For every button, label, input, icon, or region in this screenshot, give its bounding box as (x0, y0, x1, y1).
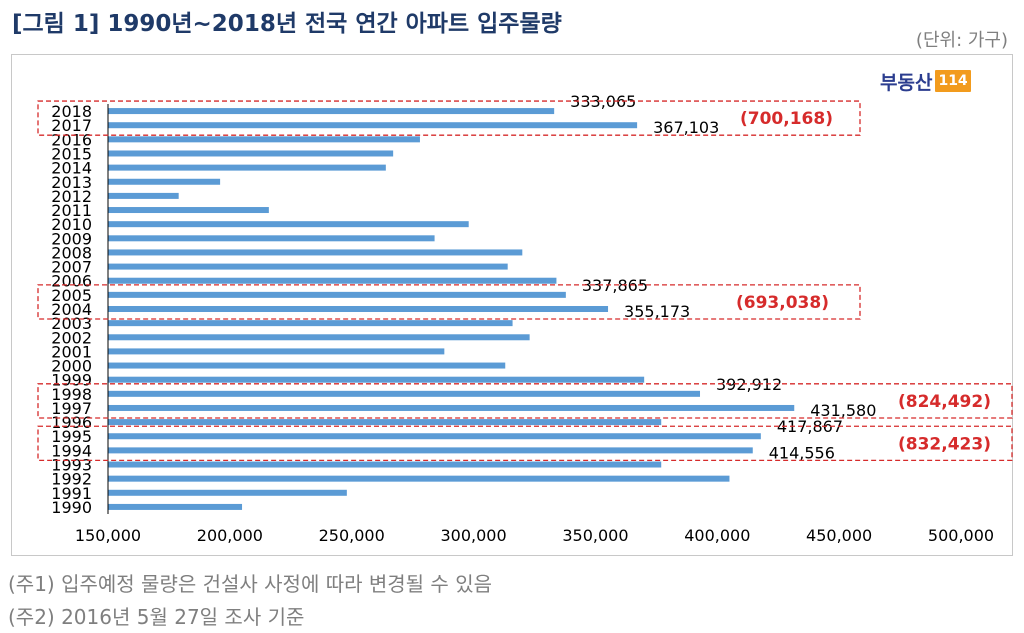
y-tick-label-1997: 1997 (51, 399, 92, 418)
y-tick-label-2010: 2010 (51, 215, 92, 234)
bar-1998 (108, 390, 701, 397)
data-label-2004: 355,173 (624, 302, 690, 321)
bar-2018 (108, 108, 555, 115)
chart-title: [그림 1] 1990년~2018년 전국 연간 아파트 입주물량 (12, 11, 562, 37)
y-tick-label-1999: 1999 (51, 371, 92, 390)
y-tick-label-2011: 2011 (51, 201, 92, 220)
y-tick-label-1998: 1998 (51, 385, 92, 404)
y-tick-label-2008: 2008 (51, 243, 92, 262)
y-tick-label-2002: 2002 (51, 328, 92, 347)
y-tick-label-2004: 2004 (51, 300, 92, 319)
bar-2001 (108, 348, 445, 355)
bar-1997 (108, 404, 795, 411)
group-box-2018-2017 (37, 100, 861, 136)
bar-2009 (108, 235, 435, 242)
bar-2011 (108, 207, 269, 214)
y-tick-label-2007: 2007 (51, 258, 92, 277)
bar-2006 (108, 277, 557, 284)
y-tick-label-1994: 1994 (51, 441, 92, 460)
chart-frame (11, 54, 1013, 556)
bar-2012 (108, 192, 179, 199)
bar-2002 (108, 334, 530, 341)
x-tick-label-250000: 250,000 (319, 526, 385, 545)
bar-2005 (108, 291, 566, 298)
bar-2015 (108, 150, 394, 157)
footnote-2: (주2) 2016년 5월 27일 조사 기준 (8, 605, 305, 629)
x-tick-label-450000: 450,000 (806, 526, 872, 545)
x-tick-label-500000: 500,000 (928, 526, 994, 545)
footnote-1: (주1) 입주예정 물량은 건설사 사정에 따라 변경될 수 있음 (8, 572, 492, 596)
y-tick-label-1995: 1995 (51, 427, 92, 446)
bar-1996 (108, 419, 662, 426)
bar-2003 (108, 320, 513, 327)
y-tick-label-2009: 2009 (51, 229, 92, 248)
bar-1992 (108, 475, 730, 482)
y-tick-label-2001: 2001 (51, 342, 92, 361)
group-sum-2005-2004: (693,038) (736, 293, 829, 313)
logo-text: 부동산 (880, 71, 933, 94)
bar-2007 (108, 263, 508, 270)
data-label-1997: 431,580 (810, 401, 876, 420)
bar-1990 (108, 503, 243, 510)
group-box-2005-2004 (37, 284, 861, 320)
y-tick-label-2018: 2018 (51, 102, 92, 121)
group-sum-2018-2017: (700,168) (740, 109, 833, 129)
group-sum-1995-1994: (832,423) (898, 434, 991, 454)
bar-2008 (108, 249, 523, 256)
data-label-1994: 414,556 (769, 443, 835, 462)
logo-badge: 114 (935, 70, 971, 92)
group-sum-1998-1997: (824,492) (898, 392, 991, 412)
x-tick-label-150000: 150,000 (75, 526, 141, 545)
bar-2016 (108, 136, 420, 143)
data-label-1998: 392,912 (716, 375, 782, 394)
x-tick-label-200000: 200,000 (197, 526, 263, 545)
y-tick-label-2017: 2017 (51, 116, 92, 135)
x-tick-label-350000: 350,000 (562, 526, 628, 545)
bar-2010 (108, 221, 469, 228)
unit-label: (단위: 가구) (915, 30, 1008, 51)
y-tick-label-2000: 2000 (51, 357, 92, 376)
y-tick-label-1991: 1991 (51, 484, 92, 503)
logo: 부동산 114 (880, 68, 971, 94)
y-tick-label-2006: 2006 (51, 272, 92, 291)
group-box-1995-1994 (37, 425, 1013, 462)
bar-1994 (108, 447, 753, 454)
x-tick-label-400000: 400,000 (684, 526, 750, 545)
y-tick-label-2013: 2013 (51, 173, 92, 192)
y-tick-label-2012: 2012 (51, 187, 92, 206)
bar-2000 (108, 362, 506, 369)
bar-1991 (108, 489, 347, 496)
bar-2013 (108, 178, 221, 185)
x-tick-label-300000: 300,000 (440, 526, 506, 545)
data-label-2018: 333,065 (570, 92, 636, 111)
bar-2017 (108, 122, 638, 129)
y-tick-label-2005: 2005 (51, 286, 92, 305)
y-tick-label-1990: 1990 (51, 498, 92, 517)
bar-2014 (108, 164, 386, 171)
bar-2004 (108, 306, 609, 312)
bar-1993 (108, 461, 662, 468)
bar-1995 (108, 433, 761, 440)
bar-1999 (108, 376, 645, 383)
y-tick-label-2014: 2014 (51, 159, 92, 178)
data-label-2017: 367,103 (653, 118, 719, 137)
y-tick-label-1992: 1992 (51, 470, 92, 489)
y-tick-label-2015: 2015 (51, 144, 92, 163)
